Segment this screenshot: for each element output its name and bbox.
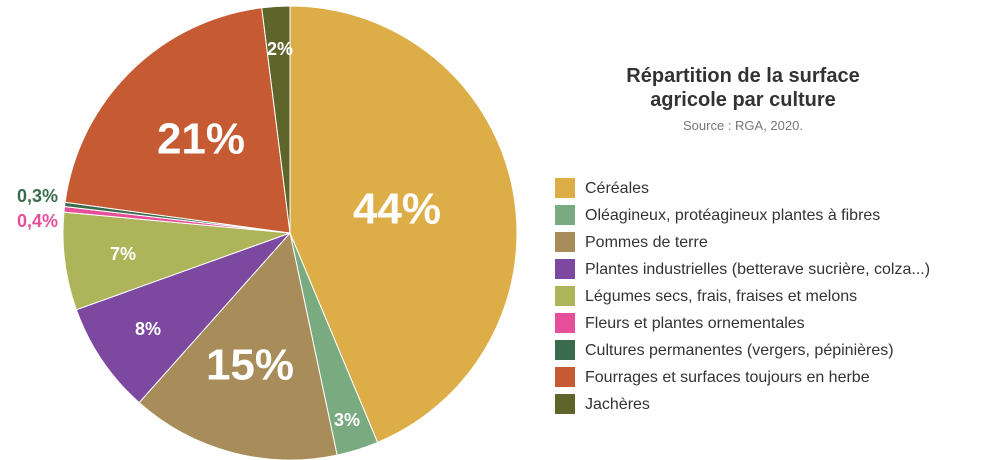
legend-swatch <box>555 394 575 414</box>
legend-swatch <box>555 313 575 333</box>
data-label: 0,4% <box>17 211 58 231</box>
data-label: 15% <box>206 341 294 390</box>
legend-label: Jachères <box>585 396 650 413</box>
legend-label: Cultures permanentes (vergers, pépinière… <box>585 342 894 359</box>
pie-slice <box>138 231 338 460</box>
legend-label: Oléagineux, protéagineux plantes à fibre… <box>585 207 880 224</box>
pie-slice <box>64 7 291 234</box>
legend-swatch <box>555 259 575 279</box>
chart-title: Répartition de la surface agricole par c… <box>626 65 860 111</box>
legend-swatch <box>555 232 575 252</box>
legend-label: Légumes secs, frais, fraises et melons <box>585 288 857 305</box>
legend-label: Fourrages et surfaces toujours en herbe <box>585 369 870 386</box>
legend-swatch <box>555 367 575 387</box>
legend-label: Pommes de terre <box>585 234 708 251</box>
legend-label: Plantes industrielles (betterave sucrièr… <box>585 261 930 278</box>
data-label: 21% <box>157 115 245 164</box>
pie-slice <box>289 5 518 444</box>
legend-label: Fleurs et plantes ornementales <box>585 315 805 332</box>
data-label: 7% <box>110 244 136 264</box>
data-label: 44% <box>353 185 441 234</box>
legend-swatch <box>555 286 575 306</box>
pie-slice <box>261 5 291 234</box>
data-label: 2% <box>267 39 293 59</box>
chart-subtitle: Source : RGA, 2020. <box>683 118 803 133</box>
pie-slice <box>75 232 291 404</box>
data-label: 8% <box>135 319 161 339</box>
legend-swatch <box>555 340 575 360</box>
data-label: 3% <box>334 410 360 430</box>
legend-label: Céréales <box>585 180 649 197</box>
legend-swatch <box>555 205 575 225</box>
legend-swatch <box>555 178 575 198</box>
data-label: 0,3% <box>17 186 58 206</box>
